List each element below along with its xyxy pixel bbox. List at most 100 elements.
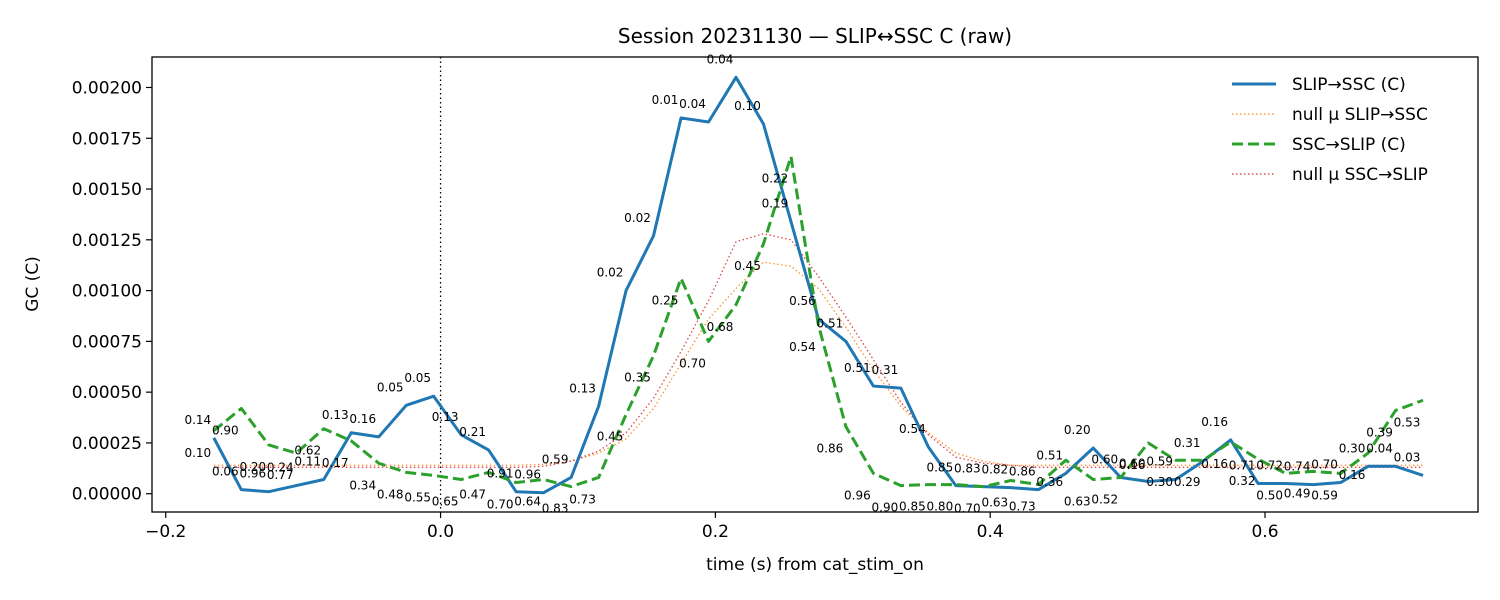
y-tick-label: 0.00025 — [72, 434, 142, 454]
pvalue-label-lower: 0.45 — [734, 259, 761, 273]
pvalue-label-upper: 0.59 — [1146, 455, 1173, 469]
x-tick-label: −0.2 — [145, 522, 186, 542]
y-tick-label: 0.00175 — [72, 129, 142, 149]
pvalue-label-upper: 0.96 — [514, 468, 541, 482]
pvalue-label-upper: 0.13 — [322, 408, 349, 422]
pvalue-label-lower: 0.47 — [459, 487, 486, 501]
pvalue-label-upper: 0.31 — [872, 363, 899, 377]
y-tick-label: 0.00000 — [72, 485, 142, 505]
pvalue-label-upper: 0.02 — [624, 211, 651, 225]
y-tick-label: 0.00100 — [72, 282, 142, 302]
pvalue-label-lower: 0.55 — [404, 490, 431, 504]
pvalue-label-upper: 0.01 — [652, 93, 679, 107]
pvalue-label-upper: 0.51 — [817, 316, 844, 330]
x-axis-title: time (s) from cat_stim_on — [706, 555, 924, 575]
pvalue-label-lower: 0.73 — [569, 492, 596, 506]
pvalue-label-upper: 0.96 — [239, 467, 266, 481]
pvalue-label-upper: 0.51 — [1036, 448, 1063, 462]
pvalue-label-upper: 0.60 — [1119, 457, 1146, 471]
pvalue-label-upper: 0.04 — [679, 97, 706, 111]
pvalue-label-lower: 0.73 — [1009, 500, 1036, 514]
pvalue-label-upper: 0.13 — [569, 381, 596, 395]
pvalue-label-lower: 0.64 — [514, 495, 541, 509]
pvalue-label-upper: 0.05 — [377, 380, 404, 394]
pvalue-label-lower: 0.50 — [1256, 488, 1283, 502]
pvalue-label-lower: 0.10 — [184, 446, 211, 460]
plot-area: 0.140.06 0.96 0.24 0.110.13 0.160.050.050.13… — [184, 52, 1424, 516]
x-axis: −0.2 0.0 0.2 0.4 0.6 — [145, 512, 1279, 542]
pvalue-label-upper: 0.86 — [1009, 465, 1036, 479]
pvalue-label-upper: 0.82 — [981, 463, 1008, 477]
pvalue-label-upper: 0.74 — [1284, 460, 1311, 474]
pvalue-label-upper: 0.59 — [542, 452, 569, 466]
x-tick-label: 0.0 — [427, 522, 454, 542]
pvalue-label-lower: 0.59 — [1311, 488, 1338, 502]
pvalue-label-lower: 0.54 — [789, 340, 816, 354]
pvalue-label-lower: 0.49 — [1284, 486, 1311, 500]
pvalue-label-lower: 0.80 — [926, 500, 953, 514]
pvalue-label-lower: 0.70 — [954, 502, 981, 516]
chart-title: Session 20231130 — SLIP↔SSC C (raw) — [618, 24, 1012, 48]
pvalue-label-lower: 0.85 — [899, 500, 926, 514]
pvalue-label-lower: 0.96 — [844, 488, 871, 502]
y-tick-label: 0.00075 — [72, 332, 142, 352]
series-line-1 — [213, 261, 1424, 466]
pvalue-label-lower: 0.35 — [624, 371, 651, 385]
y-tick-label: 0.00050 — [72, 383, 142, 403]
pvalue-label-upper: 0.56 — [789, 294, 816, 308]
y-tick-label: 0.00150 — [72, 180, 142, 200]
pvalue-label-upper: 0.30 — [1339, 441, 1366, 455]
pvalue-label-upper: 0.10 — [734, 99, 761, 113]
series-line-2 — [212, 155, 1424, 489]
pvalue-label-lower: 0.36 — [1036, 475, 1063, 489]
pvalue-label-upper: 0.85 — [926, 461, 953, 475]
pvalue-label-lower: 0.86 — [817, 442, 844, 456]
pvalue-label-lower: 0.83 — [542, 502, 569, 516]
pvalue-label-lower: 0.25 — [652, 293, 679, 307]
pvalue-label-lower: 0.90 — [212, 423, 239, 437]
legend-label: null μ SLIP→SSC — [1292, 105, 1428, 125]
x-tick-label: 0.6 — [1251, 522, 1278, 542]
pvalue-label-lower: 0.63 — [981, 496, 1008, 510]
pvalue-label-lower: 0.39 — [1366, 425, 1393, 439]
pvalue-label-lower: 0.48 — [377, 487, 404, 501]
pvalue-label-upper: 0.83 — [954, 462, 981, 476]
pvalue-label-upper: 0.16 — [1201, 415, 1228, 429]
pvalue-label-upper: 0.13 — [432, 410, 459, 424]
legend-label: null μ SSC→SLIP — [1292, 165, 1428, 185]
y-tick-label: 0.00125 — [72, 231, 142, 251]
pvalue-label-upper: 0.05 — [404, 371, 431, 385]
pvalue-label-upper: 0.03 — [1394, 450, 1421, 464]
pvalue-label-lower: 0.52 — [1091, 492, 1118, 506]
pvalue-label-lower: 0.22 — [762, 172, 789, 186]
pvalue-label-lower: 0.34 — [349, 478, 376, 492]
pvalue-label-lower: 0.65 — [432, 495, 459, 509]
pvalue-label-lower: 0.30 — [1146, 475, 1173, 489]
pvalue-label-upper: 0.16 — [349, 412, 376, 426]
pvalue-label-upper: 0.04 — [707, 52, 734, 66]
pvalue-label-lower: 0.20 — [239, 460, 266, 474]
legend-label: SLIP→SSC (C) — [1292, 75, 1406, 95]
pvalue-label-upper: 0.31 — [1174, 436, 1201, 450]
pvalue-label-upper: 0.14 — [184, 413, 211, 427]
pvalue-label-upper: 0.21 — [459, 425, 486, 439]
pvalue-label-upper: 0.11 — [294, 455, 321, 469]
pvalue-label-upper: 0.02 — [597, 266, 624, 280]
pvalue-label-upper: 0.20 — [1064, 423, 1091, 437]
pvalue-label-lower: 0.29 — [1174, 475, 1201, 489]
y-axis-title: GC (C) — [23, 256, 43, 312]
legend: SLIP→SSC (C) null μ SLIP→SSC SSC→SLIP (C) n… — [1232, 75, 1428, 185]
pvalue-label-upper: 0.70 — [1311, 458, 1338, 472]
pvalue-label-lower: 0.16 — [1339, 468, 1366, 482]
plot-frame — [151, 56, 1479, 513]
pvalue-label-upper: 0.54 — [899, 422, 926, 436]
pvalue-label-lower: 0.70 — [487, 498, 514, 512]
pvalue-label-lower: 0.77 — [267, 468, 294, 482]
pvalue-label-lower: 0.53 — [1394, 415, 1421, 429]
pvalue-label-upper: 0.04 — [1366, 441, 1393, 455]
pvalue-label-lower: 0.16 — [1119, 458, 1146, 472]
pvalue-label-upper: 0.19 — [762, 197, 789, 211]
x-tick-label: 0.2 — [702, 522, 729, 542]
